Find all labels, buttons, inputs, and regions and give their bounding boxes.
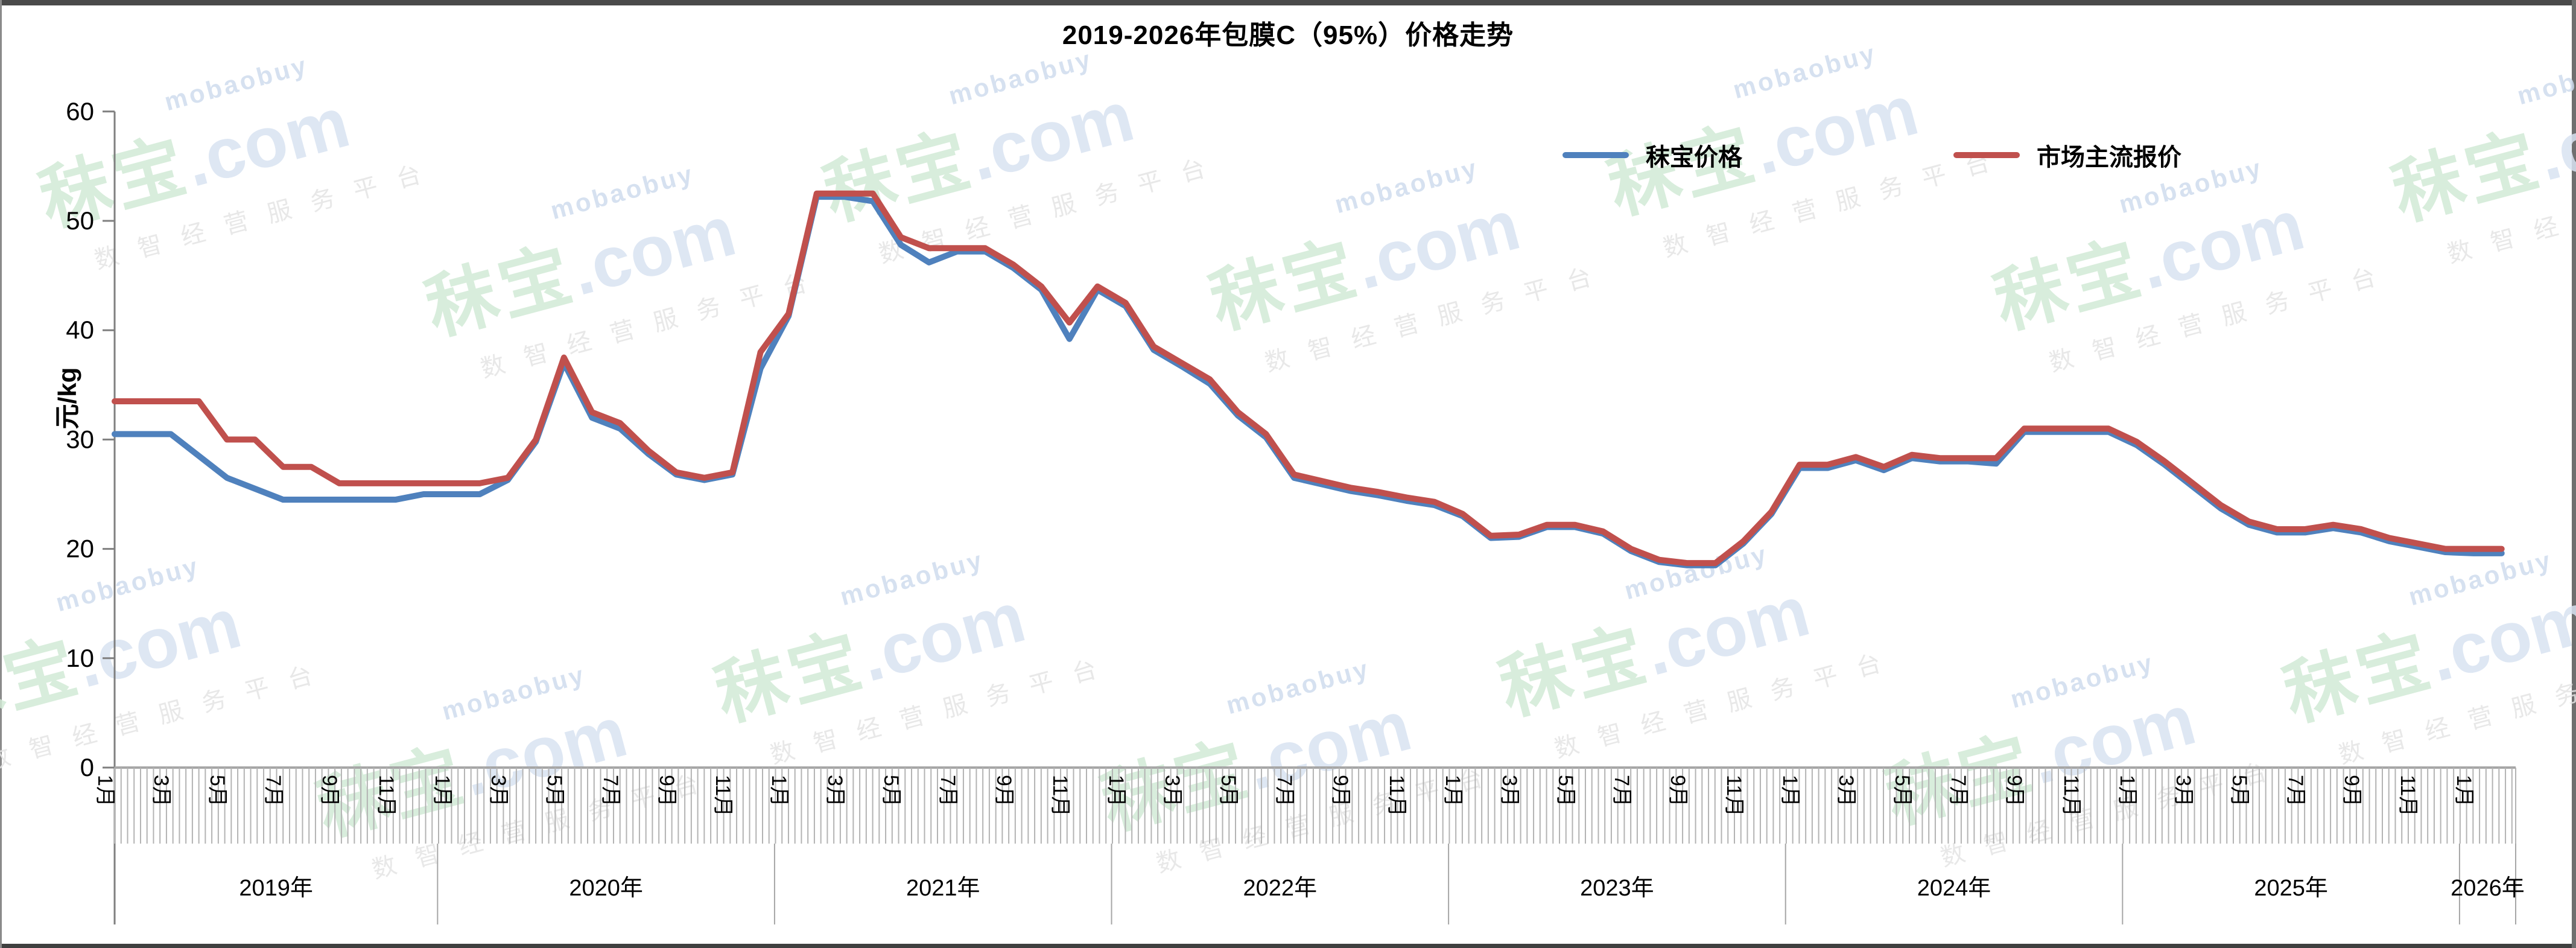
x-axis-month-label: 7月: [1947, 775, 1970, 807]
x-axis-month-label: 9月: [655, 775, 678, 807]
x-axis-month-label: 1月: [1778, 775, 1801, 807]
legend-item-market-quote[interactable]: 市场主流报价: [1953, 138, 2181, 173]
legend-line-swatch-red: [1953, 152, 2020, 158]
legend-item-mobao-price[interactable]: 秣宝价格: [1562, 138, 1742, 173]
x-axis-month-label: 9月: [1329, 775, 1353, 807]
window-left-border: [0, 0, 2, 948]
chart-title: 2019-2026年包膜C（95%）价格走势: [1062, 21, 1514, 50]
x-axis-month-label: 1月: [1441, 775, 1465, 807]
x-axis-month-label: 5月: [1891, 775, 1914, 807]
series-line-mobao-price: [112, 194, 2505, 568]
x-axis-month-label: 7月: [598, 775, 622, 807]
y-axis-tick-label: 0: [80, 753, 94, 781]
x-axis-month-label: 3月: [2171, 775, 2195, 807]
legend: 秣宝价格 市场主流报价: [1562, 138, 2181, 173]
x-axis-year-label: 2019年: [239, 876, 313, 901]
legend-line-swatch-blue: [1562, 152, 1629, 158]
x-axis-month-label: 11月: [374, 775, 398, 817]
x-axis-month-label: 7月: [936, 775, 959, 807]
x-axis-month-label: 11月: [1048, 775, 1071, 817]
x-axis-month-label: 7月: [1273, 775, 1296, 807]
series-line-market-quote: [112, 190, 2505, 567]
x-axis-month-label: 11月: [1722, 775, 1745, 817]
x-axis-month-label: 1月: [94, 775, 116, 807]
x-axis-month-label: 5月: [206, 775, 229, 807]
x-axis-month-label: 3月: [1160, 775, 1184, 807]
x-axis-year-label: 2022年: [1243, 876, 1318, 901]
y-axis-tick-label: 10: [66, 644, 94, 672]
x-axis-month-label: 11月: [2396, 775, 2420, 817]
x-axis-month-label: 3月: [486, 775, 510, 807]
y-axis-tick-label: 30: [66, 425, 94, 453]
x-axis-month-label: 11月: [711, 775, 735, 817]
x-axis-year-label: 2026年: [2451, 876, 2525, 901]
x-axis-year-label: 2024年: [1917, 876, 1991, 901]
x-axis-month-label: 3月: [1497, 775, 1521, 807]
x-axis-month-label: 9月: [992, 775, 1015, 807]
x-axis-month-label: 11月: [2059, 775, 2083, 817]
x-axis-month-label: 7月: [1610, 775, 1633, 807]
x-axis-month-label: 3月: [1835, 775, 1858, 807]
x-axis-month-label: 9月: [2003, 775, 2026, 807]
y-axis-tick-label: 40: [66, 316, 94, 344]
x-axis-month-label: 5月: [2227, 775, 2251, 807]
x-axis-month-label: 1月: [2452, 775, 2476, 807]
window-top-border: [0, 0, 2576, 5]
x-axis-month-label: 1月: [1104, 775, 1128, 807]
y-axis-tick-label: 50: [66, 206, 94, 235]
x-axis-month-label: 5月: [880, 775, 903, 807]
window-bottom-border: [0, 944, 2576, 948]
x-axis-month-label: 1月: [767, 775, 791, 807]
y-axis-tick-label: 20: [66, 535, 94, 563]
x-axis-month-label: 7月: [262, 775, 285, 807]
x-axis-month-label: 7月: [2283, 775, 2307, 807]
x-axis-month-label: 9月: [2340, 775, 2363, 807]
x-axis-month-label: 1月: [430, 775, 454, 807]
x-axis-year-label: 2020年: [569, 876, 643, 901]
x-axis-month-label: 3月: [150, 775, 173, 807]
x-axis-month-label: 9月: [1666, 775, 1689, 807]
x-axis-year-label: 2023年: [1580, 876, 1654, 901]
y-axis-tick-label: 60: [66, 97, 94, 126]
window-right-border: [2572, 0, 2576, 948]
x-axis-month-label: 9月: [318, 775, 341, 807]
x-axis-month-label: 11月: [1385, 775, 1409, 817]
legend-label: 秣宝价格: [1646, 144, 1742, 171]
x-axis-year-label: 2025年: [2254, 876, 2328, 901]
x-axis-month-label: 5月: [1217, 775, 1240, 807]
x-axis-year-label: 2021年: [906, 876, 980, 901]
legend-label: 市场主流报价: [2037, 144, 2181, 171]
x-axis-month-label: 3月: [823, 775, 847, 807]
x-axis-month-label: 5月: [1553, 775, 1577, 807]
x-axis-month-label: 1月: [2115, 775, 2139, 807]
x-axis-month-label: 5月: [542, 775, 566, 807]
